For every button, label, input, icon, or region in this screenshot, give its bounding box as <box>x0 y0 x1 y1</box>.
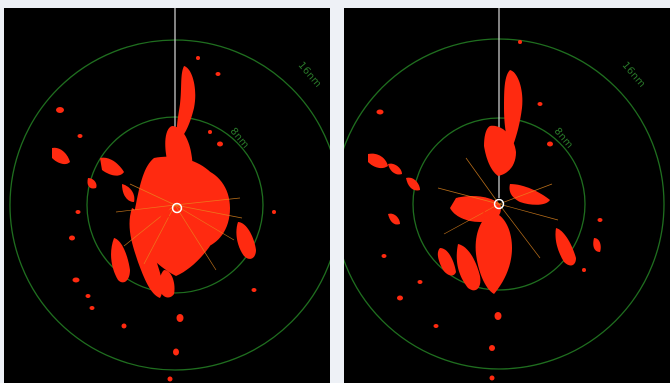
own-ship-marker <box>493 198 505 210</box>
radar-echo-spokes <box>437 157 559 259</box>
radar-echoes <box>52 56 276 382</box>
radar-scope-left <box>9 8 330 382</box>
radar-scope-right <box>344 8 665 381</box>
own-ship-marker <box>171 202 183 214</box>
radar-panel-right: 8nm 16nm <box>344 8 670 383</box>
cursor-x-marker <box>160 208 170 218</box>
radar-panel-left: 8nm 16nm <box>4 8 330 383</box>
cursor-x-marker <box>481 209 491 219</box>
radar-echoes <box>368 40 603 381</box>
